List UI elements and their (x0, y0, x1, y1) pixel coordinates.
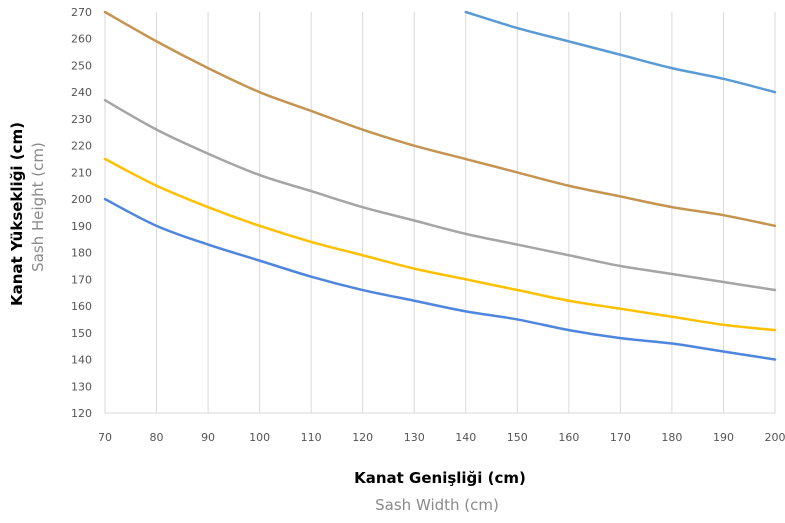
y-tick-label: 150 (71, 327, 92, 340)
x-tick-label: 130 (404, 431, 425, 444)
series-line-5 (103, 197, 777, 361)
y-tick-label: 230 (71, 113, 92, 126)
x-tick-label: 170 (610, 431, 631, 444)
y-tick-label: 140 (71, 354, 92, 367)
y-axis-label: Kanat Yüksekliği (cm) (8, 122, 26, 306)
y-axis-label-secondary: Sash Height (cm) (29, 142, 47, 272)
y-tick-label: 120 (71, 407, 92, 420)
series-lines (103, 10, 777, 361)
x-tick-label: 120 (352, 431, 373, 444)
x-tick-label: 90 (201, 431, 215, 444)
series-line-4 (103, 157, 777, 332)
y-tick-label: 240 (71, 86, 92, 99)
x-axis-label: Kanat Genişliği (cm) (354, 469, 526, 487)
x-tick-label: 110 (301, 431, 322, 444)
series-line-2 (103, 10, 777, 228)
x-tick-labels: 70 80 90 100 110 120 130 140 150 160 170 180 190 200 (98, 431, 785, 444)
series-line-1 (464, 10, 777, 94)
x-tick-label: 70 (98, 431, 112, 444)
x-tick-label: 160 (558, 431, 579, 444)
y-tick-label: 170 (71, 273, 92, 286)
y-tick-label: 260 (71, 33, 92, 46)
x-tick-label: 180 (661, 431, 682, 444)
y-tick-label: 250 (71, 59, 92, 72)
series-line-3 (103, 98, 777, 292)
y-tick-label: 210 (71, 166, 92, 179)
y-tick-label: 160 (71, 300, 92, 313)
x-tick-label: 80 (150, 431, 164, 444)
y-tick-label: 220 (71, 140, 92, 153)
grid (104, 12, 776, 414)
y-tick-label: 190 (71, 220, 92, 233)
x-axis-label-secondary: Sash Width (cm) (375, 496, 499, 514)
x-tick-label: 140 (455, 431, 476, 444)
x-tick-label: 150 (507, 431, 528, 444)
x-tick-label: 190 (713, 431, 734, 444)
y-tick-labels: 120 130 140 150 160 170 180 190 200 210 220 230 240 2… (71, 6, 92, 420)
y-tick-label: 130 (71, 380, 92, 393)
x-tick-label: 100 (249, 431, 270, 444)
y-tick-label: 270 (71, 6, 92, 19)
y-tick-label: 200 (71, 193, 92, 206)
y-tick-label: 180 (71, 247, 92, 260)
x-tick-label: 200 (765, 431, 785, 444)
